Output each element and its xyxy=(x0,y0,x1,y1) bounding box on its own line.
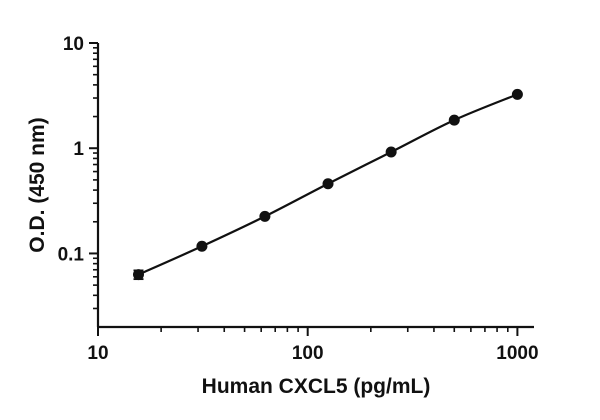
data-point xyxy=(448,114,460,126)
x-tick-label: 100 xyxy=(292,343,324,364)
y-tick-label: 1 xyxy=(73,139,84,160)
data-point xyxy=(132,269,144,281)
x-axis-label: Human CXCL5 (pg/mL) xyxy=(202,375,431,398)
data-point xyxy=(259,210,271,222)
axes xyxy=(96,43,534,329)
y-tick-label: 0.1 xyxy=(58,244,85,265)
y-ticks: 0.1 1 10 xyxy=(58,34,98,310)
x-ticks: 10 100 1000 xyxy=(87,327,539,364)
y-axis-label: O.D. (450 nm) xyxy=(26,117,49,252)
x-tick-label: 1000 xyxy=(496,343,538,364)
data-point xyxy=(385,146,397,158)
x-tick-label: 10 xyxy=(87,343,108,364)
data-point xyxy=(196,240,208,252)
data-points xyxy=(132,88,523,281)
data-point xyxy=(511,88,523,100)
plot-area xyxy=(132,88,523,281)
data-point xyxy=(322,178,334,190)
y-tick-label: 10 xyxy=(63,34,84,55)
